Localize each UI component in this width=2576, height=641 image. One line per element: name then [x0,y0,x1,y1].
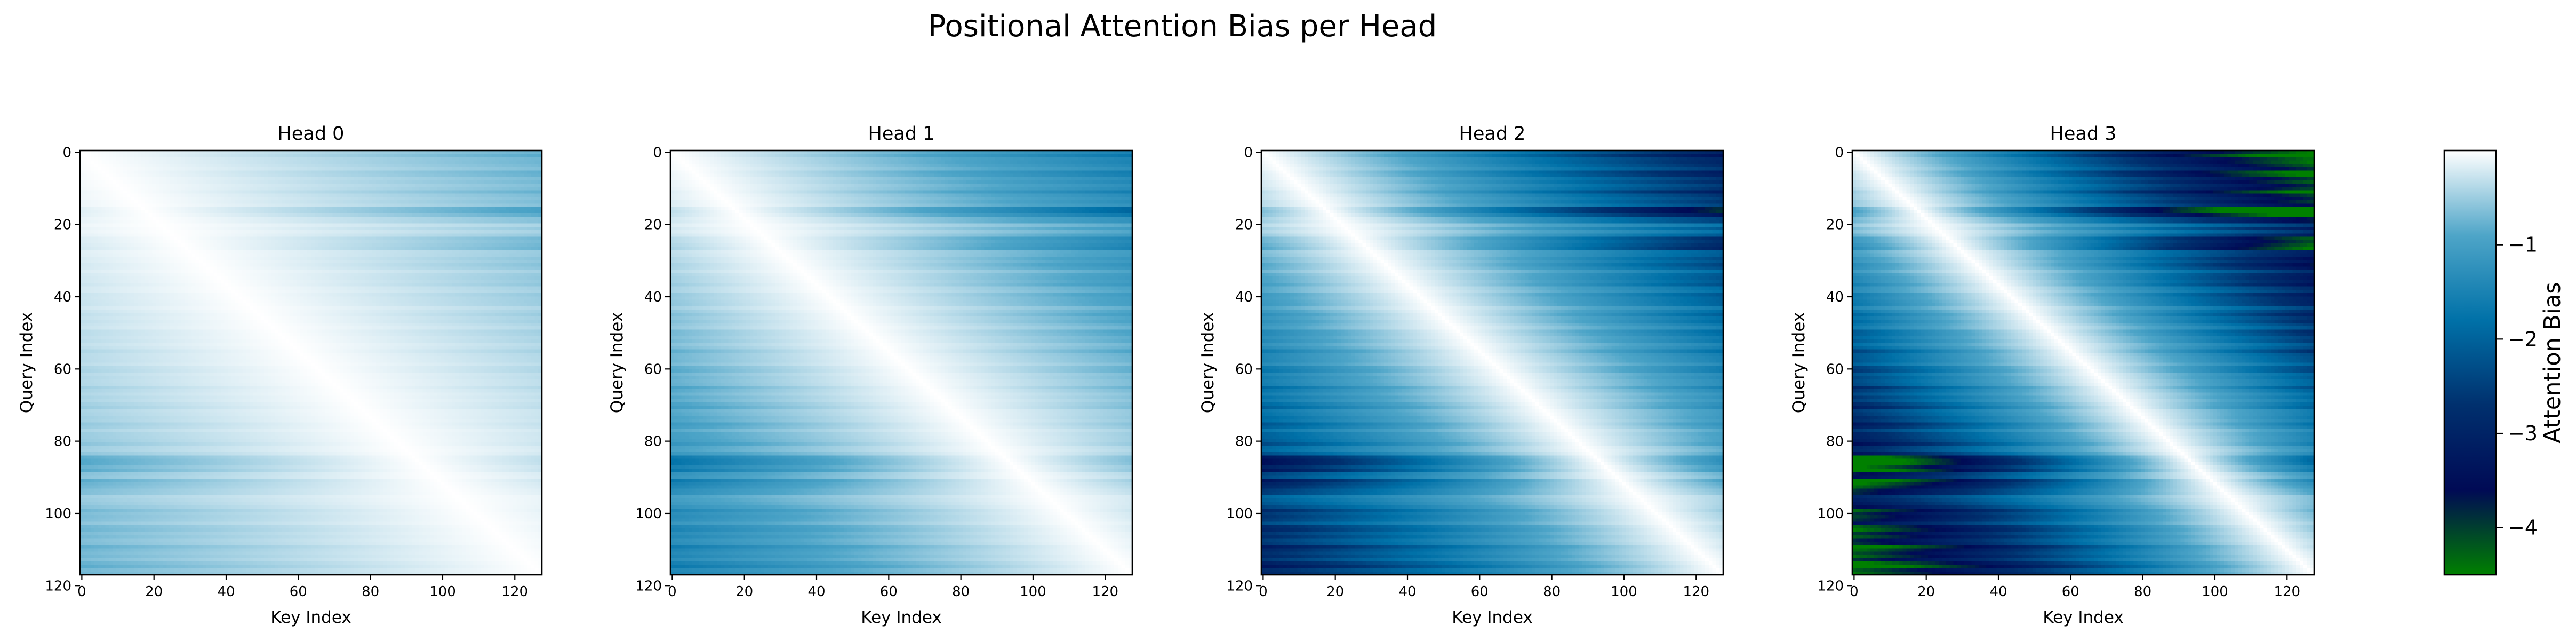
y-tick-label: 40 [1235,289,1253,305]
y-tick-label: 100 [1817,506,1844,522]
y-tick-label: 0 [62,145,71,161]
x-tick-label: 100 [2202,584,2228,600]
y-tick-label: 120 [1226,578,1253,594]
y-tick-label: 40 [1826,289,1844,305]
y-tick-label: 120 [635,578,662,594]
heatmap-panel-head-2: Head 2 0 20 40 60 80 100 120 0 20 40 60 80 100 120 Key … [1198,123,1724,627]
heatmap-image [80,151,542,575]
heatmap-panel-head-3: Head 3 0 20 40 60 80 100 120 0 20 40 60 80 100 120 Key … [1789,123,2315,627]
y-tick-label: 0 [653,145,662,161]
x-tick-label: 40 [807,584,825,600]
colorbar-tick-label: −4 [2508,516,2538,540]
x-tick-label: 0 [1259,584,1268,600]
x-tick-label: 60 [880,584,898,600]
y-axis-label: Query Index [17,312,36,413]
x-axis-label: Key Index [861,608,941,627]
x-tick-label: 60 [2062,584,2079,600]
colorbar-label: Attention Bias [2539,282,2566,443]
y-tick-label: 120 [1817,578,1844,594]
x-tick-label: 20 [1326,584,1344,600]
x-tick-label: 80 [362,584,379,600]
colorbar-gradient [2444,151,2496,575]
x-axis-label: Key Index [270,608,351,627]
x-tick-label: 0 [668,584,677,600]
colorbar: −1 −2 −3 −4 Attention Bias [2443,149,2566,576]
panel-title: Head 0 [278,123,345,145]
heatmap-panel-head-0: Head 0 0 20 40 60 80 100 120 0 20 40 60 80 100 120 Key … [17,123,543,627]
x-tick-label: 100 [1020,584,1046,600]
y-tick-label: 20 [644,217,662,233]
x-tick-label: 20 [735,584,753,600]
y-tick-label: 20 [54,217,71,233]
y-tick-label: 40 [54,289,71,305]
heatmap-image [1261,151,1723,575]
y-tick-label: 100 [635,506,662,522]
colorbar-tick-label: −3 [2508,422,2538,445]
y-tick-label: 100 [1226,506,1253,522]
colorbar-frame [2443,149,2497,576]
x-axis-label: Key Index [1452,608,1532,627]
axes-frame [79,149,543,576]
y-tick-label: 20 [1235,217,1253,233]
x-tick-label: 0 [1850,584,1859,600]
y-axis-label: Query Index [607,312,627,413]
x-tick-label: 60 [1471,584,1489,600]
y-tick-label: 0 [1244,145,1253,161]
panel-title: Head 1 [868,123,935,145]
x-tick-label: 20 [1917,584,1935,600]
x-tick-label: 100 [1611,584,1637,600]
heatmap-image [670,151,1132,575]
y-tick-label: 80 [54,434,71,450]
figure-title: Positional Attention Bias per Head [928,9,1437,44]
x-tick-label: 120 [501,584,528,600]
y-tick-label: 80 [1826,434,1844,450]
y-tick-label: 80 [644,434,662,450]
panel-title: Head 2 [1459,123,1526,145]
x-tick-label: 120 [1683,584,1709,600]
heatmap-image [1852,151,2314,575]
axes-frame [1851,149,2315,576]
x-tick-label: 60 [290,584,307,600]
y-tick-label: 60 [1235,361,1253,377]
panel-title: Head 3 [2050,123,2117,145]
y-tick-label: 100 [45,506,71,522]
x-tick-label: 0 [77,584,86,600]
colorbar-tick-label: −1 [2508,233,2538,257]
y-axis-label: Query Index [1198,312,1218,413]
y-tick-label: 60 [644,361,662,377]
colorbar-tick-label: −2 [2508,327,2538,351]
x-tick-label: 80 [1543,584,1561,600]
y-tick-label: 20 [1826,217,1844,233]
x-tick-label: 100 [429,584,456,600]
x-tick-label: 40 [1398,584,1416,600]
x-tick-label: 80 [952,584,970,600]
x-tick-label: 120 [1092,584,1118,600]
x-tick-label: 20 [145,584,163,600]
y-tick-label: 120 [45,578,71,594]
y-tick-label: 60 [54,361,71,377]
x-tick-label: 120 [2274,584,2300,600]
x-tick-label: 80 [2134,584,2151,600]
axes-frame [1260,149,1724,576]
axes-frame [669,149,1133,576]
y-axis-label: Query Index [1789,312,1809,413]
y-tick-label: 60 [1826,361,1844,377]
heatmap-panel-head-1: Head 1 0 20 40 60 80 100 120 0 20 40 60 80 100 120 Key … [607,123,1133,627]
x-axis-label: Key Index [2043,608,2123,627]
y-tick-label: 40 [644,289,662,305]
y-tick-label: 0 [1835,145,1844,161]
x-tick-label: 40 [1989,584,2007,600]
x-tick-label: 40 [217,584,235,600]
y-tick-label: 80 [1235,434,1253,450]
